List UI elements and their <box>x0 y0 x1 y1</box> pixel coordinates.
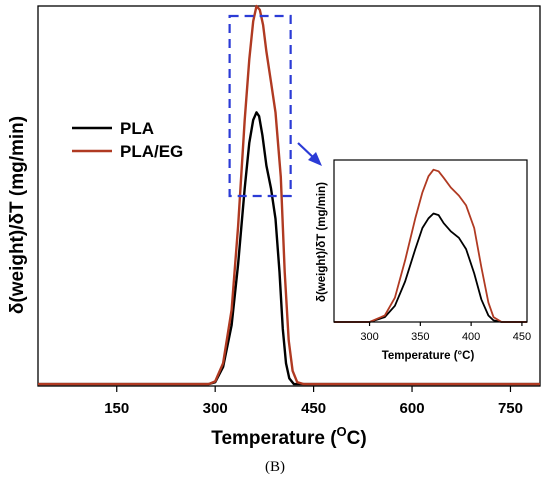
main-plot-frame <box>37 5 541 387</box>
main-series-line-0 <box>38 111 540 386</box>
legend-label-pla: PLA <box>120 119 154 138</box>
inset-series-line-0 <box>334 212 527 323</box>
inset-x-tick-label-0: 300 <box>360 331 378 343</box>
main-y-axis-title: δ(weight)/δT (mg/min) <box>7 116 28 314</box>
inset-x-tick-label-1: 350 <box>411 331 429 343</box>
main-series-line-1 <box>38 4 540 386</box>
inset-y-axis-title: δ(weight)/δT (mg/min) <box>316 182 328 302</box>
panel-label: (B) <box>265 459 285 475</box>
callout-arrowhead <box>308 152 322 166</box>
main-x-tick-label-4: 750 <box>498 400 523 417</box>
main-x-tick-label-0: 150 <box>104 400 129 417</box>
inset-background <box>334 160 527 322</box>
inset-plot-frame <box>333 159 528 323</box>
legend-label-pla-eg: PLA/EG <box>120 142 183 161</box>
main-x-axis-title: Temperature (OC) <box>211 424 366 449</box>
main-series-group <box>38 4 540 386</box>
inset-x-axis-title: Temperature (°C) <box>382 350 475 362</box>
main-x-tick-label-2: 450 <box>301 400 326 417</box>
main-x-tick-label-3: 600 <box>400 400 425 417</box>
main-legend: PLA PLA/EG <box>72 119 183 161</box>
inset-series-group <box>334 168 527 323</box>
main-x-ticks: 150 300 450 600 750 <box>104 386 523 417</box>
inset-x-tick-label-2: 400 <box>462 331 480 343</box>
main-x-tick-label-1: 300 <box>203 400 228 417</box>
inset-series-line-1 <box>334 168 527 323</box>
peak-highlight-box <box>228 14 292 198</box>
inset-x-tick-label-3: 450 <box>513 331 531 343</box>
inset-x-ticks: 300 350 400 450 <box>360 322 531 343</box>
